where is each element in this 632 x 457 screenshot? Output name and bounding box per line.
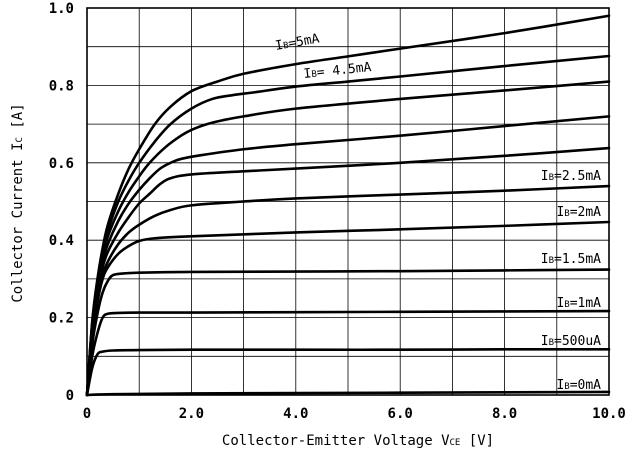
x-tick-label: 6.0	[388, 406, 413, 422]
plot-frame	[86, 7, 610, 396]
series-line-ib-0ma	[85, 390, 611, 397]
x-tick-label: 4.0	[283, 406, 308, 422]
series-labels: IB=0mA IB=500uA IB=1mA IB=1.5mA IB=2mA IB=2.5…	[274, 31, 601, 393]
series-label: IB=2mA	[556, 205, 601, 220]
x-tick-label: 2.0	[179, 406, 204, 422]
tick-labels: 0 2.0 4.0 6.0 8.0 10.0 0 0.2 0.4 0.6 0.8 1.0	[49, 1, 626, 422]
grid	[87, 8, 609, 395]
series-line-ib-2-5ma	[85, 184, 611, 397]
series-line-ib-500ua	[85, 348, 611, 397]
series-line-ib-1-5ma	[85, 268, 611, 397]
series-line-ib-5ma	[85, 14, 611, 397]
series-label: IB=1mA	[556, 296, 601, 311]
y-tick-label: 0.4	[49, 233, 74, 249]
y-tick-label: 1.0	[49, 1, 74, 17]
y-tick-label: 0.2	[49, 311, 74, 327]
series-label: IB= 4.5mA	[303, 60, 372, 82]
series-label: IB=5mA	[274, 31, 321, 54]
y-tick-label: 0.8	[49, 78, 74, 94]
series-line-ib-1ma	[85, 309, 611, 397]
series-label: IB=500uA	[541, 334, 601, 349]
y-tick-label: 0.6	[49, 156, 74, 172]
x-tick-label: 8.0	[492, 406, 517, 422]
series-curves	[85, 14, 611, 397]
x-tick-label: 0	[83, 406, 91, 422]
y-axis-label: Collector Current IC [A]	[10, 103, 26, 302]
x-axis-label: Collector-Emitter Voltage VCE [V]	[222, 433, 494, 449]
series-label: IB=1.5mA	[541, 252, 601, 267]
series-label: IB=0mA	[556, 378, 601, 393]
y-tick-label: 0	[66, 388, 74, 404]
series-label: IB=2.5mA	[541, 169, 601, 184]
x-tick-label: 10.0	[592, 406, 626, 422]
